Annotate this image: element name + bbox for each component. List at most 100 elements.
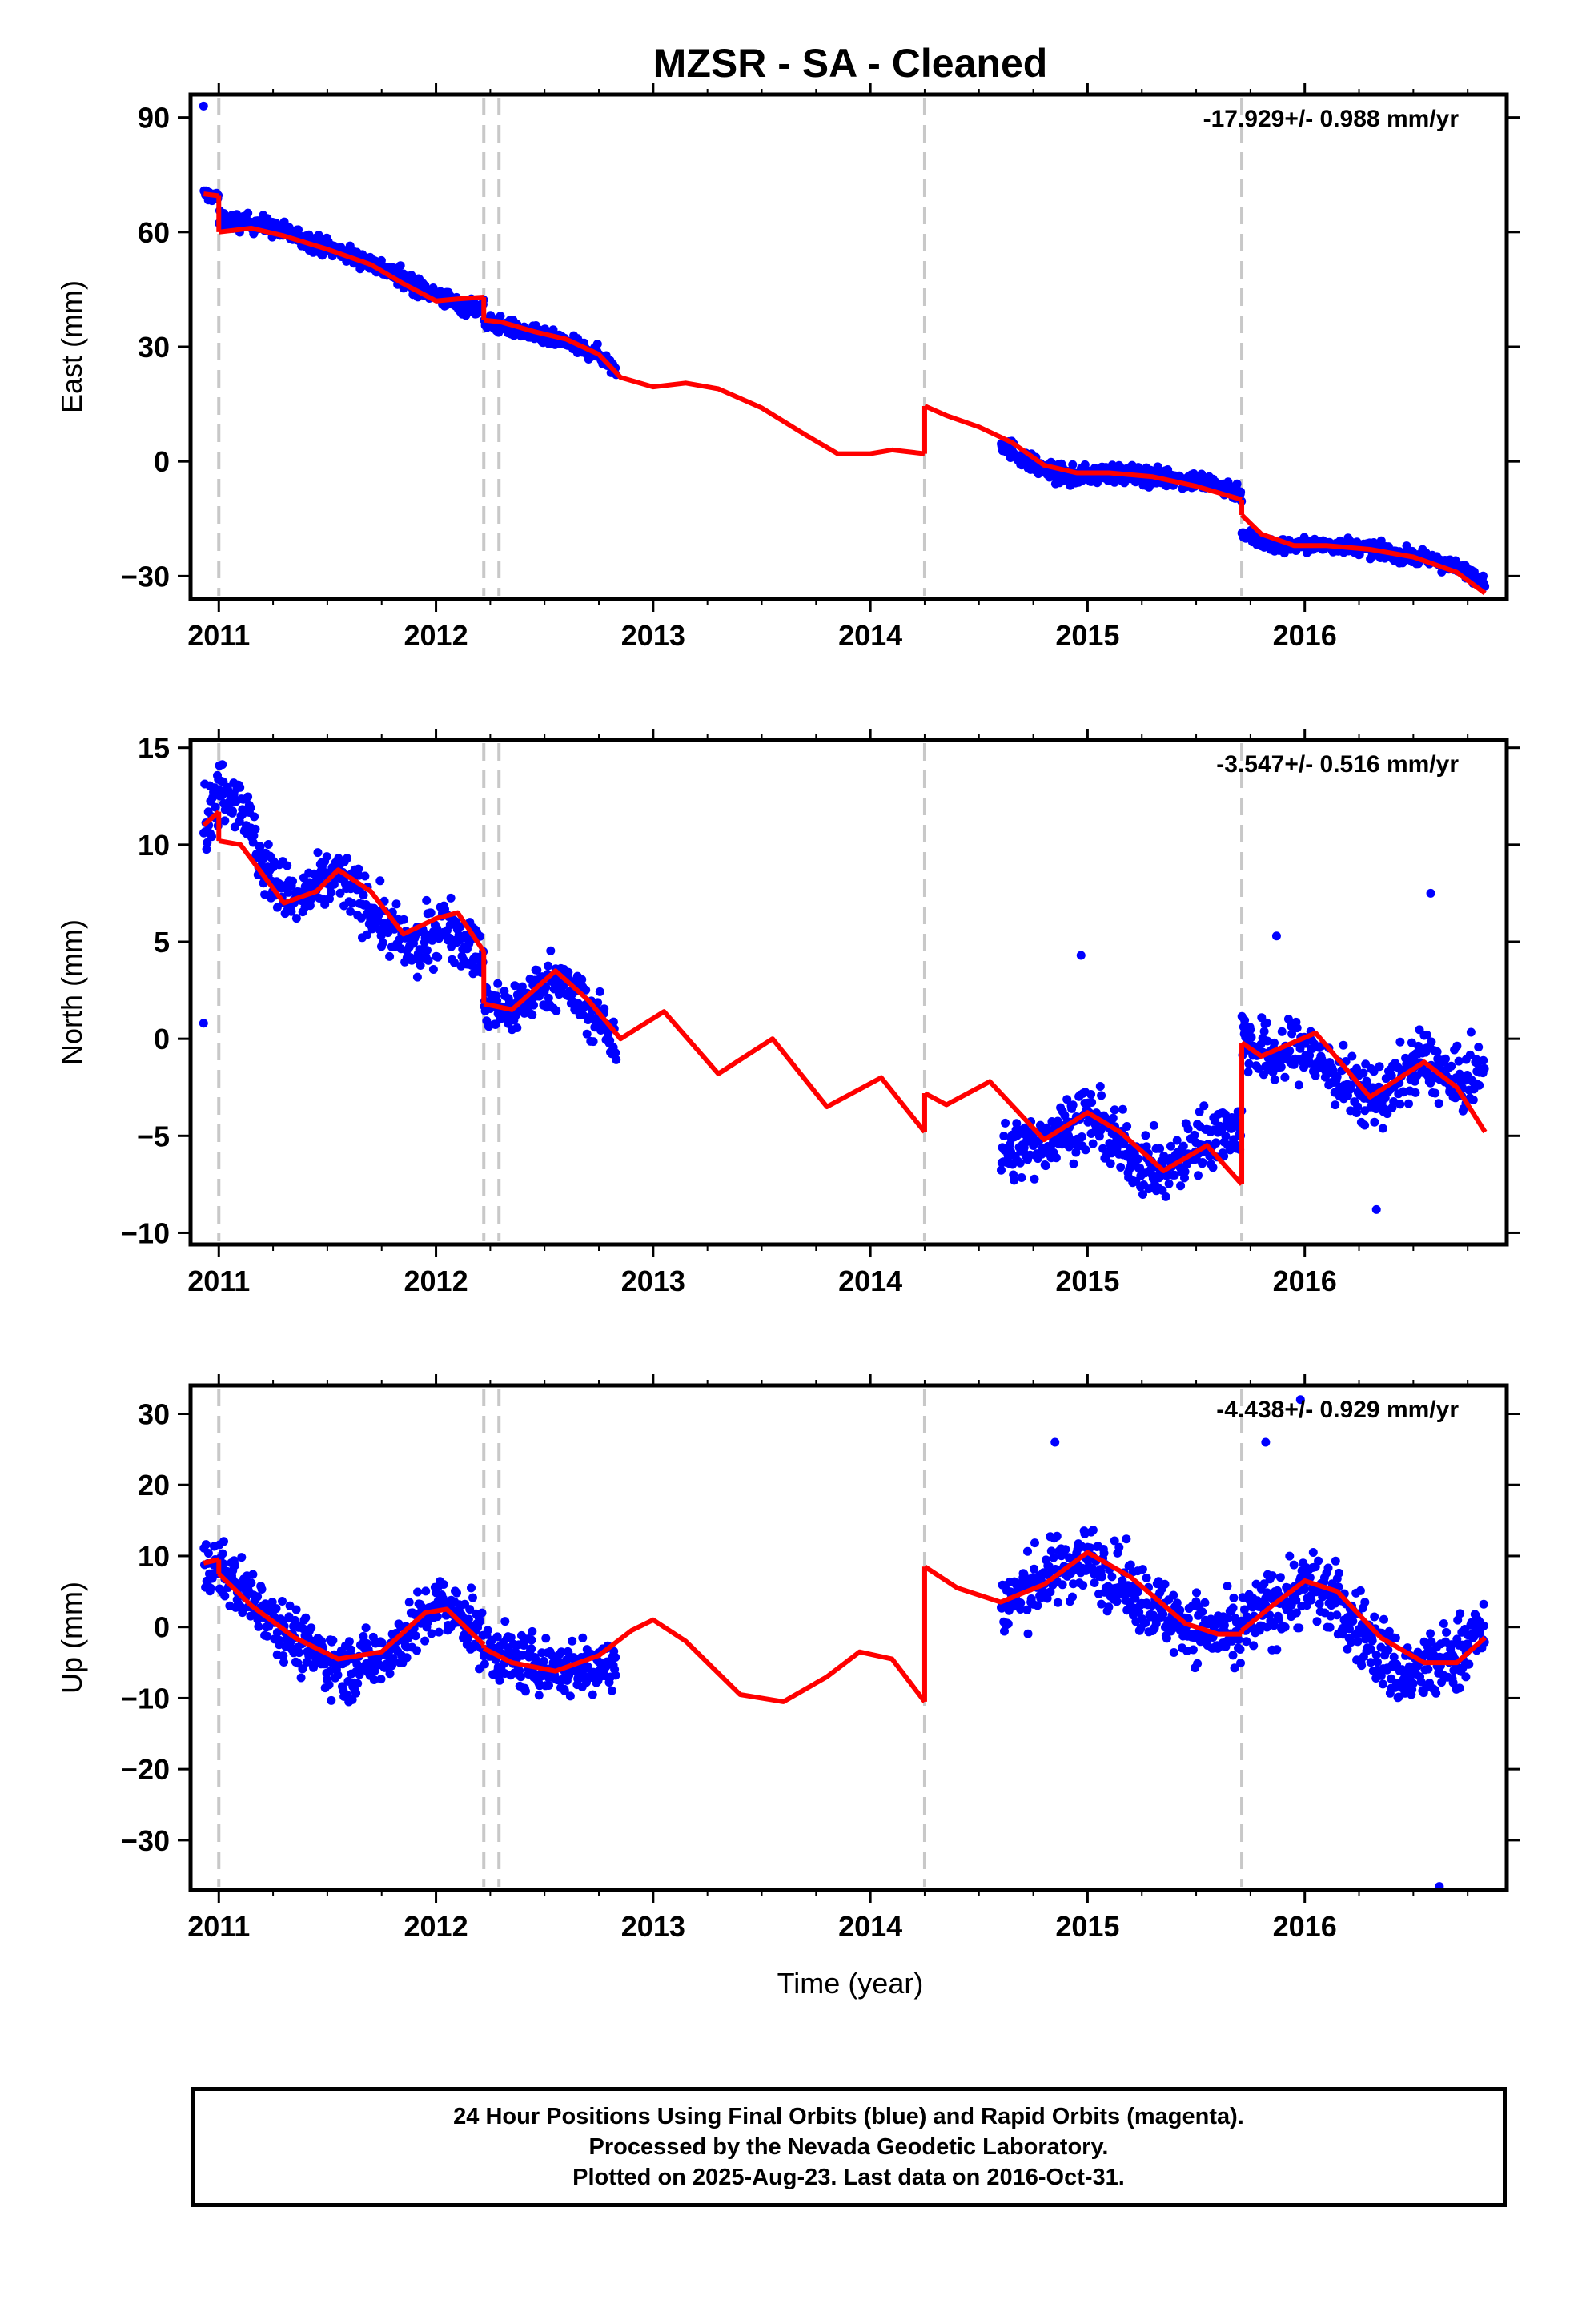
data-point [1097, 1572, 1106, 1582]
data-point [377, 1638, 387, 1648]
data-point [243, 208, 253, 218]
data-point [1347, 1051, 1357, 1061]
data-point [385, 1669, 395, 1679]
data-point [385, 951, 395, 961]
data-point [272, 1628, 282, 1638]
data-point [220, 816, 230, 826]
data-point [1373, 1657, 1382, 1667]
data-point [1263, 1622, 1271, 1632]
data-point [1068, 1100, 1078, 1110]
data-point [1314, 1556, 1323, 1566]
data-point [1042, 1123, 1052, 1132]
x-axis-label: Time (year) [777, 1967, 924, 2000]
data-point [1003, 1619, 1013, 1629]
data-point [325, 1667, 335, 1676]
data-point [439, 1580, 448, 1589]
outlier-point [1261, 1437, 1271, 1447]
x-tick-label: 2016 [1273, 619, 1337, 652]
data-point [238, 1608, 247, 1618]
data-point [1270, 1075, 1279, 1084]
data-point [424, 955, 433, 965]
y-tick-label: 10 [138, 1540, 170, 1573]
data-point [516, 1672, 525, 1682]
data-point [1211, 1139, 1221, 1148]
data-point [446, 893, 456, 903]
data-point [1422, 1030, 1431, 1039]
data-point [595, 987, 604, 996]
data-point [426, 908, 436, 918]
data-point [1408, 1679, 1418, 1688]
y-tick-label: 0 [154, 1611, 170, 1644]
data-point [361, 1623, 371, 1633]
data-point [1434, 1099, 1443, 1108]
data-point [464, 1634, 473, 1643]
data-point [1162, 1634, 1171, 1643]
data-point [495, 1675, 504, 1685]
data-point [1106, 1159, 1115, 1168]
data-point [1138, 1565, 1147, 1574]
data-point [1192, 1588, 1201, 1598]
data-point [1041, 1161, 1050, 1171]
data-point [1383, 1645, 1393, 1655]
data-point [1379, 1614, 1388, 1624]
data-point [1068, 460, 1078, 469]
data-point [251, 824, 260, 834]
y-tick-label: 0 [154, 1023, 170, 1055]
y-tick-label: 30 [138, 331, 170, 364]
data-point [1158, 1610, 1168, 1619]
data-point [247, 1578, 256, 1588]
data-point [1274, 1614, 1283, 1624]
data-point [1097, 1599, 1106, 1609]
data-point [1221, 1132, 1231, 1140]
data-point [1068, 1592, 1077, 1602]
data-point [465, 1605, 475, 1614]
data-point [1081, 1145, 1090, 1155]
data-point [1447, 1061, 1456, 1071]
y-tick-label: 15 [138, 732, 170, 765]
data-point [1095, 1082, 1105, 1091]
x-tick-label: 2014 [838, 1265, 902, 1297]
data-point [1285, 1046, 1295, 1055]
data-point [428, 965, 438, 974]
data-point [1387, 1071, 1396, 1080]
data-point [565, 1691, 575, 1701]
data-point [307, 1623, 316, 1633]
data-point [1122, 1122, 1132, 1131]
data-point [1366, 1658, 1375, 1667]
data-point [249, 831, 259, 841]
data-point [1452, 1041, 1462, 1051]
model-curve [218, 226, 484, 304]
data-point [541, 983, 551, 992]
data-point [1086, 1090, 1096, 1099]
data-point [607, 1686, 616, 1695]
data-point [434, 1627, 444, 1637]
east-panel: 2011 2012 2013 2014 2015 2016 −30 0 30 60 90 East (… [55, 83, 1520, 652]
data-point [1193, 1659, 1203, 1668]
data-point [1312, 1617, 1322, 1626]
x-tick-label: 2016 [1273, 1910, 1337, 1943]
data-point [1247, 1032, 1256, 1042]
data-point [413, 1587, 423, 1597]
data-point [1118, 1104, 1127, 1114]
data-point [1370, 1117, 1379, 1127]
footer-line-1: 24 Hour Positions Using Final Orbits (bl… [453, 2104, 1244, 2129]
data-point [1107, 1572, 1117, 1582]
data-point [1087, 1098, 1097, 1107]
data-point [421, 1586, 431, 1596]
data-point [201, 1540, 211, 1550]
data-point [287, 907, 296, 916]
x-tick-label: 2012 [404, 1265, 468, 1297]
data-point [313, 848, 323, 858]
data-point [477, 1608, 487, 1618]
data-point [1367, 1636, 1377, 1646]
data-point [305, 901, 315, 911]
data-point [343, 854, 352, 863]
y-tick-label: −30 [121, 1824, 170, 1857]
model-curve [202, 810, 221, 827]
data-point [1228, 1651, 1238, 1660]
data-point [1194, 1171, 1203, 1180]
data-point [1051, 1153, 1061, 1163]
velocity-rate: -4.438+/- 0.929 mm/yr [1216, 1397, 1459, 1423]
y-tick-label: 10 [138, 829, 170, 862]
panel-frame [188, 92, 1509, 601]
